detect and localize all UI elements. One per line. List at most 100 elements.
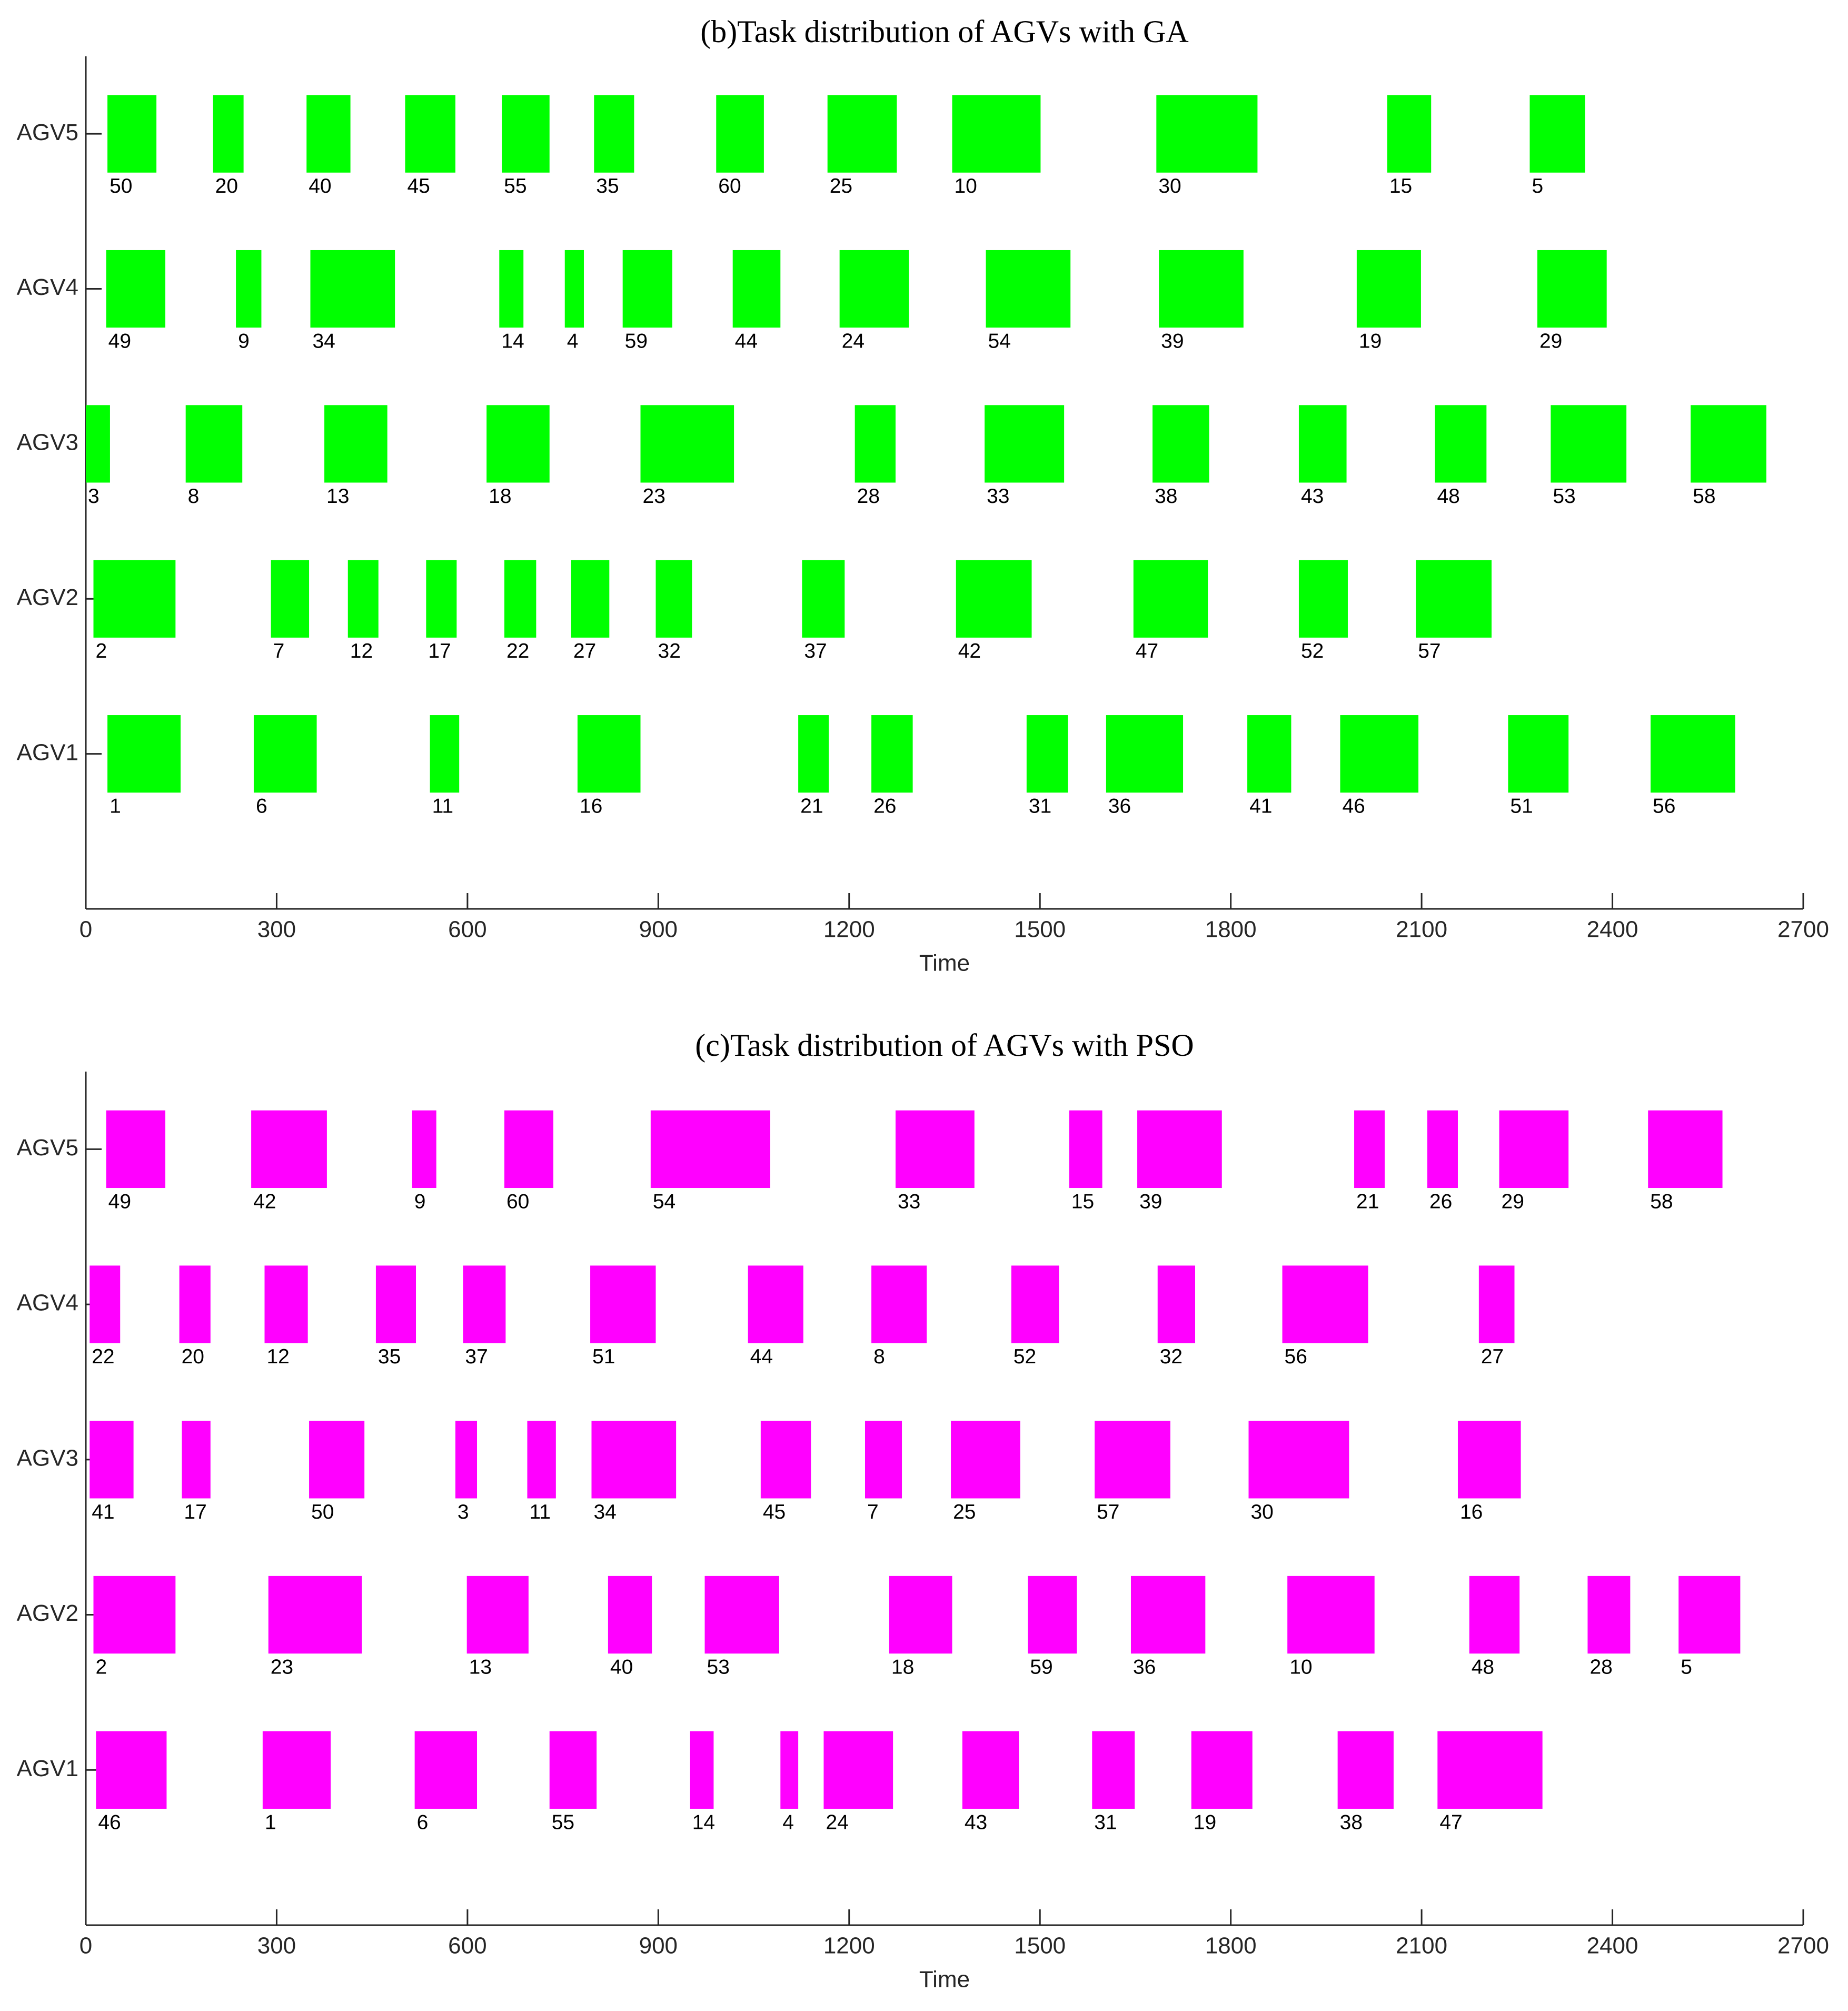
task-label: 8 (188, 485, 200, 508)
task-bar (590, 1265, 656, 1343)
task-bar (1028, 1576, 1077, 1654)
task-bar (855, 405, 896, 483)
task-label: 18 (891, 1656, 914, 1679)
task-label: 30 (1158, 175, 1181, 197)
task-label: 59 (625, 330, 648, 352)
task-bar (1026, 715, 1068, 793)
task-label: 22 (92, 1345, 114, 1368)
task-label: 31 (1029, 795, 1051, 818)
task-label: 15 (1389, 175, 1412, 197)
task-label: 50 (311, 1501, 334, 1523)
task-bar (1427, 1110, 1458, 1188)
task-label: 30 (1250, 1501, 1273, 1523)
task-bar (895, 1110, 975, 1188)
task-label: 5 (1532, 175, 1543, 197)
x-tick-label: 2400 (1587, 917, 1638, 943)
task-label: 36 (1133, 1656, 1156, 1679)
task-bar (93, 1576, 176, 1654)
task-label: 48 (1437, 485, 1459, 508)
task-label: 55 (552, 1811, 574, 1834)
task-label: 1 (265, 1811, 276, 1834)
task-label: 39 (1161, 330, 1184, 352)
y-tick-label: AGV5 (17, 1135, 78, 1161)
task-bar (1354, 1110, 1385, 1188)
task-label: 27 (1481, 1345, 1504, 1368)
task-label: 41 (1249, 795, 1272, 818)
task-bar (823, 1731, 893, 1809)
task-label: 52 (1014, 1345, 1036, 1368)
x-tick-label: 2400 (1587, 1933, 1638, 1959)
task-label: 23 (643, 485, 665, 508)
task-label: 38 (1155, 485, 1177, 508)
task-bar (1069, 1110, 1102, 1188)
task-bar (549, 1731, 597, 1809)
task-label: 51 (1510, 795, 1533, 818)
task-bar (271, 560, 310, 638)
task-bar (1340, 715, 1419, 793)
task-label: 9 (414, 1190, 426, 1213)
task-bar (1137, 1110, 1222, 1188)
task-label: 19 (1359, 330, 1382, 352)
task-label: 53 (1553, 485, 1575, 508)
task-bar (527, 1421, 556, 1499)
task-label: 47 (1439, 1811, 1462, 1834)
task-bar (412, 1110, 436, 1188)
task-label: 12 (266, 1345, 289, 1368)
task-bar (1298, 560, 1348, 638)
task-bar (802, 560, 845, 638)
task-bar (1529, 95, 1585, 173)
task-bar (96, 1731, 167, 1809)
task-bar (640, 405, 734, 483)
task-bar (1157, 1265, 1196, 1343)
x-tick-label: 0 (80, 1933, 92, 1959)
task-label: 13 (469, 1656, 492, 1679)
x-tick-label: 600 (448, 917, 486, 943)
x-tick-label: 900 (639, 917, 678, 943)
task-label: 54 (988, 330, 1011, 352)
task-bar (107, 95, 157, 173)
task-bar (106, 1110, 166, 1188)
x-tick-label: 2100 (1396, 1933, 1447, 1959)
task-label: 55 (504, 175, 526, 197)
task-label: 10 (954, 175, 977, 197)
task-bar (106, 250, 166, 328)
task-label: 57 (1418, 640, 1440, 662)
task-bar (1478, 1265, 1515, 1343)
task-label: 19 (1194, 1811, 1216, 1834)
task-label: 14 (501, 330, 524, 352)
task-label: 14 (692, 1811, 715, 1834)
task-bar (871, 715, 913, 793)
task-bar (251, 1110, 327, 1188)
task-label: 7 (273, 640, 285, 662)
task-bar (951, 1421, 1020, 1499)
task-bar (414, 1731, 478, 1809)
task-bar (1247, 715, 1291, 793)
task-bar (1156, 95, 1258, 173)
task-bar (1287, 1576, 1375, 1654)
task-label: 50 (110, 175, 132, 197)
chart-title: (b)Task distribution of AGVs with GA (700, 14, 1188, 49)
task-bar (650, 1110, 770, 1188)
task-label: 18 (489, 485, 511, 508)
task-bar (262, 1731, 331, 1809)
task-label: 34 (312, 330, 335, 352)
task-label: 40 (610, 1656, 633, 1679)
task-label: 21 (1356, 1190, 1379, 1213)
task-bar (236, 250, 262, 328)
task-label: 20 (215, 175, 238, 197)
task-bar (405, 95, 455, 173)
task-bar (798, 715, 829, 793)
task-label: 48 (1472, 1656, 1494, 1679)
y-tick-label: AGV1 (17, 739, 78, 765)
task-label: 37 (465, 1345, 488, 1368)
x-tick-label: 2100 (1396, 917, 1447, 943)
task-bar (780, 1731, 799, 1809)
task-bar (690, 1731, 714, 1809)
x-tick-label: 0 (80, 917, 92, 943)
task-bar (455, 1421, 478, 1499)
task-bar (1191, 1731, 1253, 1809)
task-bar (1551, 405, 1627, 483)
task-label: 31 (1094, 1811, 1117, 1834)
task-bar (577, 715, 641, 793)
